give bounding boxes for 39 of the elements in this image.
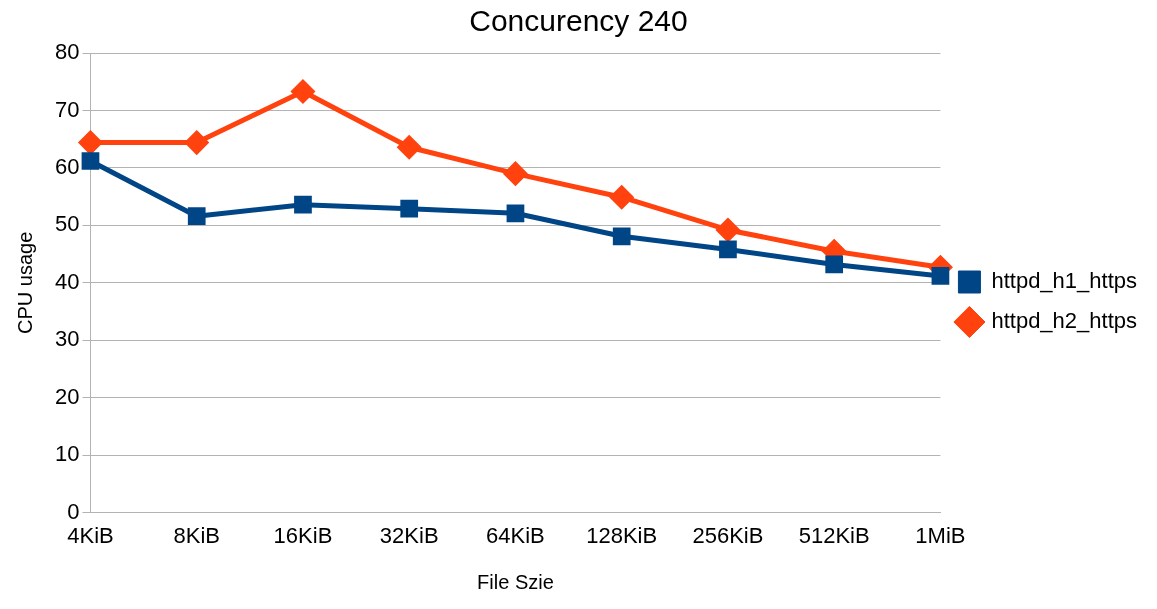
y-tick-label: 20 — [54, 383, 80, 409]
point — [825, 255, 844, 274]
y-tick-label: 60 — [54, 153, 80, 179]
y-tick-label: 80 — [54, 39, 80, 65]
y-tick-label: 40 — [54, 268, 80, 294]
point — [610, 185, 634, 209]
legend-label: httpd_h1_https — [991, 268, 1138, 294]
point — [294, 195, 312, 214]
point — [187, 207, 206, 226]
y-axis-title: CPU usage — [13, 231, 36, 334]
point — [81, 152, 100, 170]
chart-title: Concurency 240 — [469, 4, 688, 38]
point — [716, 218, 740, 242]
point — [185, 131, 209, 155]
point — [719, 240, 737, 259]
x-tick-label: 32KiB — [379, 522, 439, 548]
y-tick-label: 70 — [54, 96, 80, 122]
point — [397, 135, 421, 159]
legend-label: httpd_h2_https — [991, 308, 1138, 334]
point — [506, 204, 525, 223]
x-tick-label: 512KiB — [798, 522, 870, 548]
y-tick-label: 0 — [67, 498, 80, 524]
point — [612, 227, 631, 246]
point — [78, 131, 102, 155]
x-tick-label: 4KiB — [67, 522, 114, 548]
x-tick-label: 1MiB — [915, 522, 966, 548]
x-tick-label: 128KiB — [586, 522, 658, 548]
x-tick-label: 64KiB — [486, 522, 545, 548]
y-tick-label: 10 — [54, 441, 80, 467]
x-tick-label: 256KiB — [692, 522, 764, 548]
y-tick-label: 50 — [54, 211, 80, 237]
point — [931, 267, 950, 285]
point — [503, 162, 527, 186]
point — [400, 199, 419, 218]
x-axis-title: File Szie — [477, 570, 554, 593]
x-tick-label: 16KiB — [273, 522, 333, 548]
y-tick-label: 30 — [54, 326, 80, 352]
x-tick-label: 8KiB — [173, 522, 220, 548]
point — [291, 79, 315, 103]
